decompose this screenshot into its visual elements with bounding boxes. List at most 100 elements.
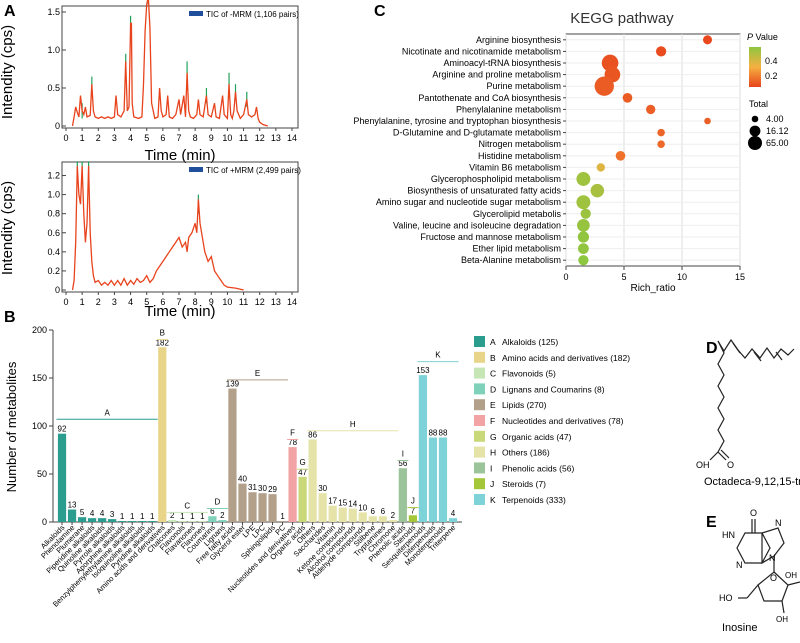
bar: [128, 521, 137, 522]
kegg-pathway-chart: KEGG pathway Rich_ratio 0 5 10 15 Arginine …: [353, 10, 788, 294]
kegg-pathway-label: Glycerolipid metabolis: [473, 209, 562, 219]
bar: [448, 518, 458, 522]
bar-value-label: 5: [80, 508, 85, 517]
bar-value-label: 30: [318, 484, 327, 493]
structure-e-imidazole: [761, 527, 785, 565]
tic-neg-xtick-label: 14: [287, 133, 297, 143]
bar-group-key: B: [160, 329, 165, 338]
tic-positive-ylabel: Intendity (cps): [0, 181, 16, 275]
structure-e-ch2-bond: [746, 584, 759, 599]
tic-neg-xtick-label: 9: [209, 133, 214, 143]
structure-d-chain-top: [717, 338, 795, 360]
tic-neg-xtick-label: 5: [144, 133, 149, 143]
structure-e-n-right: N: [769, 553, 776, 563]
tic-pos-xtick-label: 8: [193, 297, 198, 307]
kegg-point: [596, 163, 605, 172]
kegg-point: [655, 46, 667, 57]
bar: [348, 508, 357, 522]
kegg-point: [622, 92, 633, 103]
tic-pos-xtick-label: 7: [176, 297, 181, 307]
panel-letter-d: D: [706, 340, 718, 357]
tic-pos-xtick-label: 9: [209, 297, 214, 307]
tic-neg-xtick-label: 8: [193, 133, 198, 143]
bar-legend-key: I: [490, 463, 492, 473]
tic-positive-frame: [61, 161, 299, 293]
bar: [77, 517, 87, 522]
bar-value-label: 14: [348, 500, 357, 509]
bar-legend-swatch: [474, 415, 485, 426]
bar-group-key: E: [255, 369, 260, 378]
bar: [318, 493, 327, 522]
kegg-color-tick-0: 0.4: [765, 56, 778, 66]
kegg-pathway-label: Purine metabolism: [486, 81, 561, 91]
bar: [418, 375, 428, 522]
bar: [268, 494, 277, 522]
tic-positive-legend-swatch: [189, 167, 203, 172]
kegg-point: [577, 231, 590, 243]
tic-pos-xtick-label: 4: [128, 297, 133, 307]
structure-d-chain-down: [717, 340, 725, 453]
tic-negative-legend-swatch: [189, 11, 203, 16]
bar-legend-key: F: [490, 416, 495, 426]
kegg-pathway-label: Phenylalanine, tyrosine and tryptophan b…: [353, 116, 561, 126]
bar-value-label: 6: [210, 507, 215, 516]
kegg-frame: [565, 33, 741, 267]
kegg-color-legend-value: Value: [753, 32, 778, 42]
kegg-xlabel: Rich_ratio: [630, 283, 675, 294]
bar-value-label: 6: [371, 507, 376, 516]
structure-e-pyrimidine: [736, 532, 771, 564]
tic-negative-frame: [61, 5, 299, 129]
kegg-xtick-label: 10: [677, 272, 687, 282]
kegg-point: [704, 117, 711, 125]
tic-pos-xtick-label: 5: [144, 297, 149, 307]
bar-ytick-label: 200: [32, 325, 47, 335]
kegg-pathway-label: Glycerophospholipid metabolism: [431, 174, 561, 184]
bar-value-label: 1: [190, 512, 195, 521]
tic-neg-xtick-label: 11: [239, 133, 248, 143]
bar: [378, 516, 387, 522]
kegg-size-legend-title: Total: [749, 99, 768, 109]
bar-legend-swatch: [474, 494, 485, 505]
bar: [288, 447, 297, 522]
structure-e-ho: HO: [719, 593, 733, 603]
structure-e-o-carbonyl: O: [750, 508, 757, 518]
bar-ytick-label: 0: [42, 517, 47, 527]
bar-value-label: 17: [328, 497, 337, 506]
tic-pos-ytick-label: 0.8: [47, 209, 60, 219]
bar: [278, 521, 287, 522]
tic-neg-xtick-label: 3: [112, 133, 117, 143]
bar: [368, 516, 377, 522]
bar-value-label: 92: [58, 425, 67, 434]
tic-pos-ytick-label: 1.0: [47, 190, 60, 200]
bar-legend-key: E: [490, 400, 496, 410]
bar-ytick-label: 150: [32, 373, 47, 383]
bar: [178, 521, 187, 522]
kegg-color-legend-title: P Value: [747, 32, 778, 42]
bar-value-label: 1: [130, 512, 135, 521]
bar-group-key: I: [402, 450, 404, 459]
tic-pos-ytick-label: 1.2: [47, 171, 60, 181]
bar-value-label: 29: [268, 485, 277, 494]
bar-ytick-label: 100: [32, 421, 47, 431]
bar-value-label: 6: [381, 507, 386, 516]
bar: [258, 493, 267, 522]
kegg-pathway-label: Phenylalanine metabolism: [456, 104, 561, 114]
bar-legend-label: Terpenoids (333): [502, 495, 566, 505]
bar: [388, 520, 397, 522]
tic-neg-xtick-label: 6: [160, 133, 165, 143]
kegg-size-legend-label: 65.00: [766, 138, 789, 148]
kegg-point: [576, 195, 591, 210]
bar-legend-key: J: [490, 479, 494, 489]
kegg-xtick-label: 0: [563, 272, 568, 282]
bar-group-key: G: [299, 458, 305, 467]
kegg-pathway-label: Aminoacyl-tRNA biosynthesis: [443, 58, 561, 68]
bar-group-key: K: [435, 351, 441, 360]
tic-neg-ytick-label: 1.5: [47, 7, 60, 17]
kegg-point: [645, 104, 656, 115]
tic-pos-ytick-label: 0.4: [47, 247, 60, 257]
bar: [188, 521, 197, 522]
tic-negative-ylabel: Intendity (cps): [0, 25, 16, 119]
bar-value-label: 1: [280, 512, 285, 521]
kegg-pathway-label: Nicotinate and nicotinamide metabolism: [402, 46, 561, 56]
tic-neg-xtick-label: 0: [63, 133, 68, 143]
